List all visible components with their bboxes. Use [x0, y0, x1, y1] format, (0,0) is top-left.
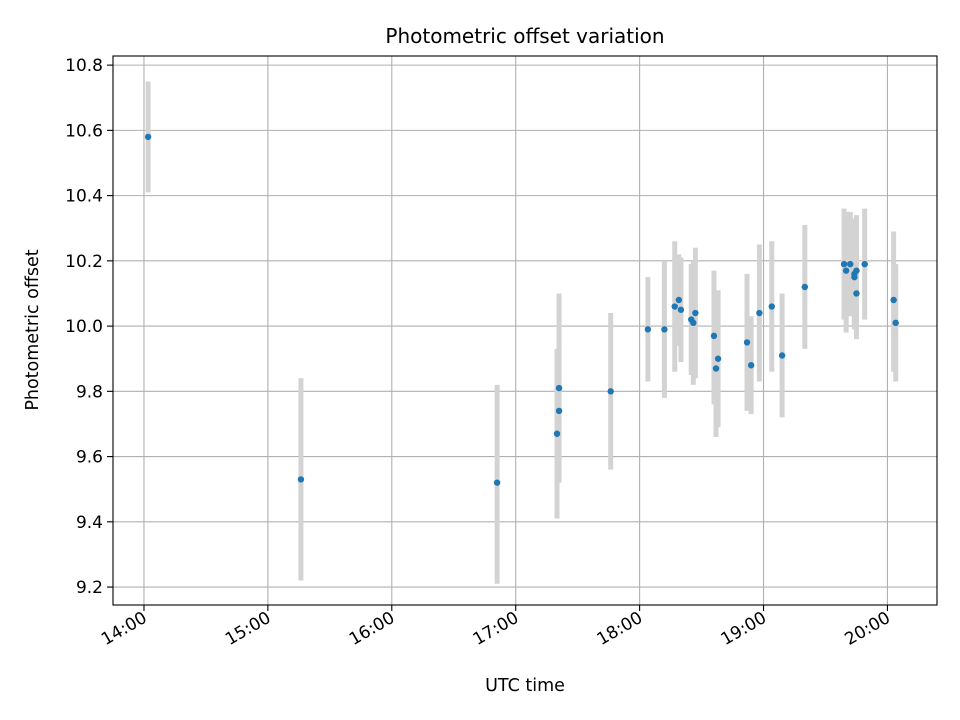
y-tick-label: 10.8 [65, 56, 103, 76]
data-points [144, 133, 899, 486]
data-point [892, 319, 899, 327]
data-point [861, 260, 868, 268]
y-tick-label: 10.6 [65, 121, 103, 141]
y-tick-label: 10.4 [65, 187, 103, 207]
x-tick-label: 17:00 [470, 608, 522, 650]
data-point [607, 388, 614, 395]
data-point [677, 306, 685, 313]
data-point [710, 332, 718, 340]
data-point [692, 309, 699, 317]
data-point [493, 479, 501, 486]
x-axis-label: UTC time [485, 676, 565, 696]
error-bars [145, 81, 899, 584]
data-point [853, 267, 860, 274]
data-point [847, 260, 854, 268]
data-point [144, 133, 152, 141]
data-point [555, 384, 563, 392]
data-point [690, 319, 697, 327]
y-tick-label: 9.8 [76, 382, 103, 402]
data-point [553, 430, 561, 437]
data-point [297, 476, 305, 483]
x-tick-label: 14:00 [98, 608, 150, 650]
grid [113, 56, 937, 605]
x-tick-label: 16:00 [346, 608, 398, 650]
x-tick-label: 20:00 [842, 608, 894, 650]
y-tick-label: 9.2 [76, 578, 103, 598]
y-axis-label: Photometric offset [23, 249, 43, 410]
data-point [853, 290, 860, 297]
x-tick-label: 18:00 [594, 608, 646, 650]
data-point [768, 303, 775, 310]
data-point [747, 362, 755, 369]
data-point [671, 303, 678, 310]
x-gridlines [143, 56, 888, 605]
y-tick-label: 10.2 [65, 252, 103, 272]
data-point [778, 352, 786, 359]
data-point [801, 283, 809, 291]
x-tick-label: 19:00 [718, 608, 770, 650]
y-tick-label: 9.6 [76, 448, 103, 468]
data-point [644, 326, 652, 333]
data-point [756, 309, 763, 317]
x-tick-label: 15:00 [222, 608, 274, 650]
axes-frame [112, 55, 938, 606]
y-tick-label: 9.4 [76, 513, 103, 533]
x-axis-ticks: 14:00 15:00 16:00 17:00 18:00 19:00 20:00 [98, 605, 894, 650]
y-gridlines [113, 64, 937, 588]
data-point [555, 407, 563, 415]
y-tick-label: 10.0 [65, 317, 103, 337]
data-point [714, 355, 722, 362]
data-point [851, 273, 858, 281]
chart-title: Photometric offset variation [385, 24, 664, 48]
data-point [842, 267, 850, 274]
data-point [890, 296, 897, 304]
data-point [675, 296, 683, 304]
data-point [743, 339, 751, 346]
data-point [712, 365, 720, 372]
data-point [840, 260, 848, 268]
y-axis-ticks: 9.2 9.4 9.6 9.8 10.0 10.2 10.4 10.6 10.8 [65, 56, 113, 598]
data-point [661, 326, 668, 333]
